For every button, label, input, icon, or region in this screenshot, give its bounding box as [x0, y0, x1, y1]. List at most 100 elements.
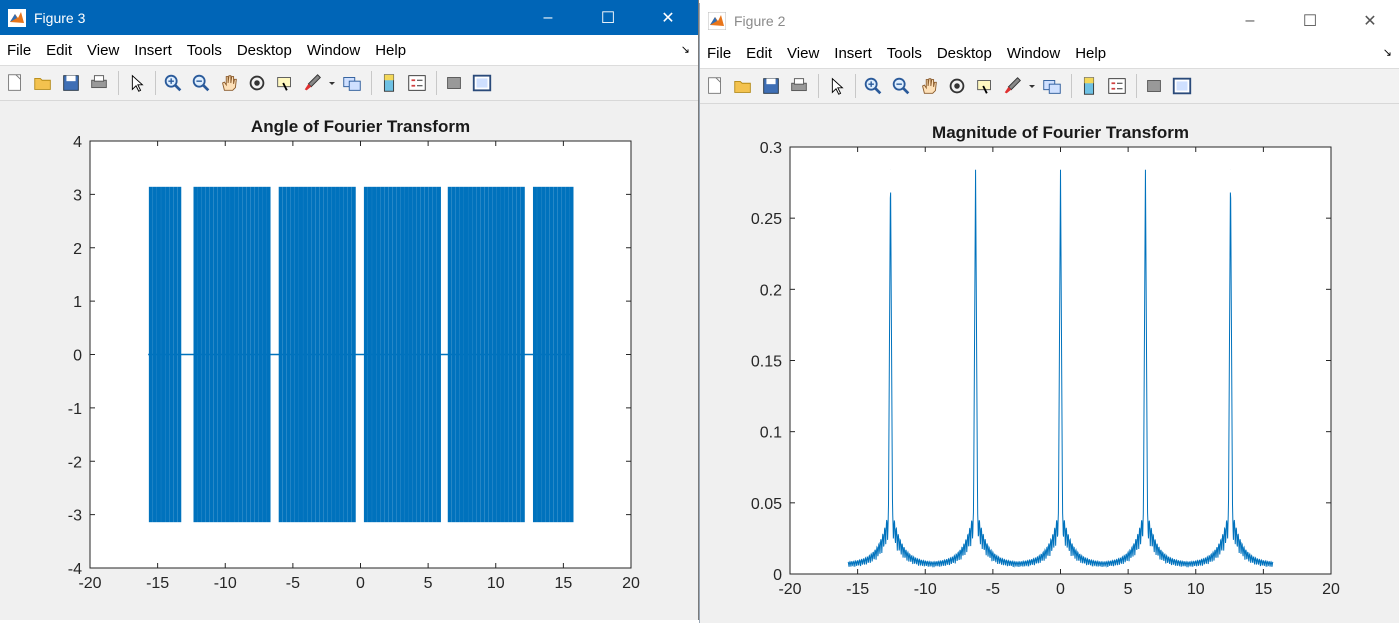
open-file-icon[interactable]	[30, 71, 55, 95]
phase-jump-mark	[258, 187, 262, 522]
phase-jump-mark	[425, 187, 429, 522]
menu-tools[interactable]: Tools	[180, 42, 230, 59]
phase-jump-mark	[492, 187, 496, 522]
pointer-icon[interactable]	[123, 71, 148, 95]
brush-icon[interactable]	[300, 71, 325, 95]
phase-jump-mark	[541, 187, 545, 522]
menu-window[interactable]: Window	[1000, 45, 1068, 62]
phase-jump-mark	[376, 187, 380, 522]
hide-plot-tools-icon[interactable]	[441, 71, 466, 95]
colorbar-icon[interactable]	[376, 71, 401, 95]
maximize-icon[interactable]: ☐	[578, 0, 638, 35]
phase-jump-mark	[537, 187, 541, 522]
dock-arrow-icon[interactable]: ↘	[1383, 46, 1392, 59]
phase-jump-mark	[161, 187, 165, 522]
phase-jump-mark	[279, 187, 283, 522]
menu-help[interactable]: Help	[1068, 45, 1114, 62]
phase-jump-mark	[429, 187, 433, 522]
zoom-in-icon[interactable]	[860, 74, 885, 98]
phase-jump-mark	[352, 187, 356, 522]
rotate-3d-icon[interactable]	[944, 74, 969, 98]
phase-jump-mark	[545, 187, 549, 522]
toolbar-separator	[371, 71, 372, 95]
phase-jump-mark	[319, 187, 323, 522]
phase-jump-mark	[517, 187, 521, 522]
legend-icon[interactable]	[404, 71, 429, 95]
data-cursor-icon[interactable]	[972, 74, 997, 98]
dock-arrow-icon[interactable]: ↘	[681, 43, 690, 56]
menu-view[interactable]: View	[780, 45, 827, 62]
menu-help[interactable]: Help	[368, 42, 414, 59]
phase-jump-mark	[380, 187, 384, 522]
pan-hand-icon[interactable]	[216, 71, 241, 95]
phase-jump-mark	[153, 187, 157, 522]
hide-plot-tools-icon[interactable]	[1141, 74, 1166, 98]
phase-jump-mark	[307, 187, 311, 522]
zoom-in-icon[interactable]	[160, 71, 185, 95]
figure-toolbar	[0, 66, 698, 101]
rotate-3d-icon[interactable]	[244, 71, 269, 95]
brush-icon[interactable]	[1000, 74, 1025, 98]
brush-dropdown-arrow-icon[interactable]	[328, 71, 336, 95]
show-plot-tools-icon[interactable]	[469, 71, 494, 95]
save-icon[interactable]	[58, 71, 83, 95]
print-icon[interactable]	[786, 74, 811, 98]
close-icon[interactable]: ✕	[638, 0, 698, 35]
phase-jump-mark	[226, 187, 230, 522]
x-tick-label: 15	[1254, 581, 1272, 598]
open-file-icon[interactable]	[730, 74, 755, 98]
phase-jump-mark	[238, 187, 242, 522]
zoom-out-icon[interactable]	[888, 74, 913, 98]
save-icon[interactable]	[758, 74, 783, 98]
show-plot-tools-icon[interactable]	[1169, 74, 1194, 98]
figure3-titlebar[interactable]: Figure 3 – ☐ ✕	[0, 0, 698, 35]
x-tick-label: -15	[146, 575, 169, 592]
print-icon[interactable]	[86, 71, 111, 95]
menu-view[interactable]: View	[80, 42, 127, 59]
minimize-icon[interactable]: –	[518, 0, 578, 35]
colorbar-icon[interactable]	[1076, 74, 1101, 98]
magnitude-plot[interactable]: Magnitude of Fourier Transform-20-15-10-…	[700, 103, 1399, 620]
menu-window[interactable]: Window	[300, 42, 368, 59]
plot-title: Magnitude of Fourier Transform	[932, 123, 1189, 142]
phase-jump-mark	[413, 187, 417, 522]
x-tick-label: -5	[286, 575, 300, 592]
menu-insert[interactable]: Insert	[827, 45, 880, 62]
pan-hand-icon[interactable]	[916, 74, 941, 98]
link-plot-icon[interactable]	[1039, 74, 1064, 98]
link-plot-icon[interactable]	[339, 71, 364, 95]
x-tick-label: 20	[622, 575, 640, 592]
maximize-icon[interactable]: ☐	[1280, 3, 1340, 38]
legend-icon[interactable]	[1104, 74, 1129, 98]
menu-desktop[interactable]: Desktop	[930, 45, 1000, 62]
y-tick-label: -3	[68, 508, 82, 525]
pointer-icon[interactable]	[823, 74, 848, 98]
figure3-window: Figure 3 – ☐ ✕ File Edit View Insert Too…	[0, 0, 699, 620]
close-icon[interactable]: ✕	[1340, 3, 1399, 38]
minimize-icon[interactable]: –	[1220, 3, 1280, 38]
phase-jump-mark	[509, 187, 513, 522]
phase-jump-mark	[250, 187, 254, 522]
phase-jump-mark	[561, 187, 565, 522]
data-cursor-icon[interactable]	[272, 71, 297, 95]
new-figure-icon[interactable]	[702, 74, 727, 98]
menu-file[interactable]: File	[700, 45, 739, 62]
phase-jump-mark	[456, 187, 460, 522]
phase-jump-mark	[513, 187, 517, 522]
menu-insert[interactable]: Insert	[127, 42, 180, 59]
menu-edit[interactable]: Edit	[39, 42, 80, 59]
brush-dropdown-arrow-icon[interactable]	[1028, 74, 1036, 98]
zoom-out-icon[interactable]	[188, 71, 213, 95]
x-tick-label: 0	[356, 575, 365, 592]
phase-jump-mark	[476, 187, 480, 522]
figure2-titlebar[interactable]: Figure 2 – ☐ ✕	[700, 3, 1399, 38]
menu-desktop[interactable]: Desktop	[230, 42, 300, 59]
menu-file[interactable]: File	[0, 42, 39, 59]
phase-jump-mark	[295, 187, 299, 522]
phase-jump-mark	[311, 187, 315, 522]
menu-tools[interactable]: Tools	[880, 45, 930, 62]
menu-edit[interactable]: Edit	[739, 45, 780, 62]
new-figure-icon[interactable]	[2, 71, 27, 95]
phase-jump-mark	[323, 187, 327, 522]
